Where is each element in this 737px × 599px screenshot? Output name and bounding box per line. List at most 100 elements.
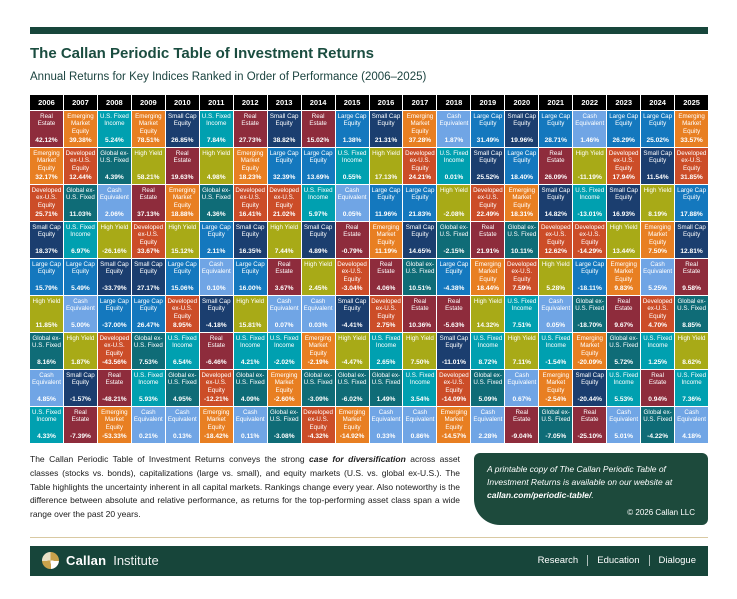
asset-label: Real Estate — [173, 150, 192, 165]
asset-cell-usf: U.S. Fixed Income 5.53% — [607, 370, 641, 406]
asset-return-value: -4.47% — [341, 359, 363, 367]
asset-cell-em: Emerging Market Equity -2.60% — [267, 370, 301, 406]
asset-label: Global ex-U.S. Fixed — [609, 335, 639, 350]
asset-return-value: -6.02% — [341, 396, 363, 404]
asset-return-value: -3.09% — [307, 396, 329, 404]
asset-label: High Yield — [439, 187, 468, 194]
asset-label: Global ex-U.S. Fixed — [269, 409, 299, 424]
callan-logo-icon — [42, 552, 59, 570]
asset-return-value: -14.57% — [441, 433, 467, 441]
asset-return-value: 22.49% — [476, 211, 500, 219]
asset-cell-sc: Small Cap Equity 4.89% — [301, 222, 335, 258]
asset-return-value: -2.19% — [307, 359, 329, 367]
asset-return-value: -26.16% — [102, 248, 127, 256]
asset-label: Large Cap Equity — [235, 261, 265, 276]
asset-return-value: -14.29% — [577, 248, 602, 256]
printable-copy-callout: A printable copy of The Callan Periodic … — [474, 453, 708, 525]
summary-text-after: across asset classes (stocks vs. bonds),… — [30, 454, 461, 520]
asset-cell-cash: Cash Equivalent 5.01% — [607, 407, 641, 443]
asset-label: Small Cap Equity — [609, 187, 638, 202]
asset-return-value: 26.29% — [612, 137, 635, 145]
asset-cell-dev: Developed ex-U.S. Equity 17.94% — [607, 148, 641, 184]
asset-return-value: 12.62% — [544, 248, 567, 256]
asset-label: Developed ex-U.S. Equity — [574, 224, 605, 246]
brand-institute: Institute — [113, 553, 159, 569]
asset-label: Small Cap Equity — [507, 113, 537, 128]
asset-label: Developed ex-U.S. Equity — [167, 298, 198, 320]
periodic-table-link[interactable]: callan.com/periodic-table/ — [487, 490, 592, 501]
asset-label: Developed ex-U.S. Equity — [507, 261, 537, 283]
asset-cell-hy: High Yield 2.45% — [301, 259, 335, 295]
asset-label: Developed ex-U.S. Equity — [235, 187, 265, 209]
asset-cell-lc: Large Cap Equity 5.49% — [63, 259, 97, 295]
year-header: 2024 — [641, 95, 675, 110]
asset-cell-usf: U.S. Fixed Income -13.01% — [573, 185, 607, 221]
year-column: 2025 Emerging Market Equity 33.57% Develope… — [675, 95, 709, 443]
asset-cell-hy: High Yield 7.50% — [403, 333, 437, 369]
asset-label: Developed ex-U.S. Equity — [371, 298, 401, 320]
asset-cell-hy: High Yield 15.12% — [165, 222, 199, 258]
asset-cell-dev: Developed ex-U.S. Equity -43.56% — [97, 333, 131, 369]
asset-cell-cash: Cash Equivalent 0.07% — [267, 296, 301, 332]
asset-cell-em: Emerging Market Equity 78.51% — [131, 111, 165, 147]
asset-label: Global ex-U.S. Fixed — [201, 187, 231, 202]
asset-label: Emerging Market Equity — [236, 150, 264, 172]
asset-cell-em: Emerging Market Equity -2.54% — [539, 370, 573, 406]
asset-cell-cash: Cash Equivalent 0.67% — [505, 370, 539, 406]
year-header: 2020 — [505, 95, 539, 110]
asset-cell-cash: Cash Equivalent 0.13% — [165, 407, 199, 443]
asset-return-value: -4.41% — [341, 322, 363, 330]
year-header: 2023 — [607, 95, 641, 110]
asset-return-value: -11.19% — [577, 174, 602, 182]
callout-text: A printable copy of The Callan Periodic … — [487, 463, 695, 503]
asset-return-value: 0.03% — [308, 322, 328, 330]
asset-label: Large Cap Equity — [371, 187, 401, 202]
asset-return-value: 13.69% — [306, 174, 330, 182]
asset-return-value: 28.71% — [544, 137, 567, 145]
asset-label: Small Cap Equity — [134, 261, 163, 276]
asset-return-value: 15.81% — [239, 322, 262, 330]
asset-label: Real Estate — [37, 113, 56, 128]
asset-cell-usf: U.S. Fixed Income 1.25% — [641, 333, 675, 369]
asset-label: Small Cap Equity — [32, 224, 61, 239]
asset-label: Cash Equivalent — [643, 261, 673, 276]
asset-return-value: 8.62% — [682, 359, 701, 367]
asset-return-value: 16.41% — [239, 211, 262, 219]
asset-label: U.S. Fixed Income — [337, 150, 367, 165]
asset-label: U.S. Fixed Income — [473, 335, 503, 350]
asset-return-value: 0.11% — [241, 433, 260, 441]
asset-label: Developed ex-U.S. Equity — [676, 150, 707, 172]
asset-label: U.S. Fixed Income — [167, 335, 197, 350]
asset-return-value: -4.32% — [307, 433, 329, 441]
asset-return-value: -4.22% — [647, 433, 669, 441]
asset-return-value: 10.51% — [408, 285, 432, 293]
asset-cell-lc: Large Cap Equity -37.00% — [97, 296, 131, 332]
asset-cell-em: Emerging Market Equity 7.50% — [641, 222, 675, 258]
asset-return-value: 7.11% — [512, 359, 531, 367]
asset-return-value: 5.93% — [138, 396, 158, 404]
asset-cell-re: Real Estate 21.91% — [471, 222, 505, 258]
asset-cell-gf: Global ex-U.S. Fixed 5.09% — [471, 370, 505, 406]
asset-return-value: 26.47% — [137, 322, 160, 330]
asset-cell-re: Real Estate 4.06% — [369, 259, 403, 295]
asset-label: High Yield — [168, 224, 197, 231]
asset-label: Emerging Market Equity — [474, 261, 502, 283]
asset-cell-gf: Global ex-U.S. Fixed 8.16% — [30, 333, 63, 369]
asset-cell-usf: U.S. Fixed Income 6.97% — [63, 222, 97, 258]
asset-cell-lc: Large Cap Equity -4.38% — [437, 259, 471, 295]
asset-return-value: -13.01% — [577, 211, 602, 219]
asset-cell-sc: Small Cap Equity -1.57% — [63, 370, 97, 406]
asset-label: Global ex-U.S. Fixed — [99, 150, 129, 165]
year-header: 2011 — [199, 95, 233, 110]
bottom-bar: Callan Institute Research Education Dial… — [30, 545, 708, 576]
asset-return-value: 15.79% — [35, 285, 58, 293]
asset-label: Real Estate — [513, 409, 531, 424]
asset-label: U.S. Fixed Income — [575, 187, 605, 202]
asset-cell-cash: Cash Equivalent 1.87% — [437, 111, 471, 147]
asset-return-value: -18.42% — [203, 433, 229, 441]
year-column: 2024 Large Cap Equity 25.02% Small Cap Equi… — [641, 95, 675, 443]
asset-return-value: 21.31% — [374, 137, 398, 145]
summary-text-before: The Callan Periodic Table of Investment … — [30, 454, 310, 464]
asset-label: Cash Equivalent — [371, 409, 401, 424]
asset-return-value: 0.05% — [546, 322, 566, 330]
